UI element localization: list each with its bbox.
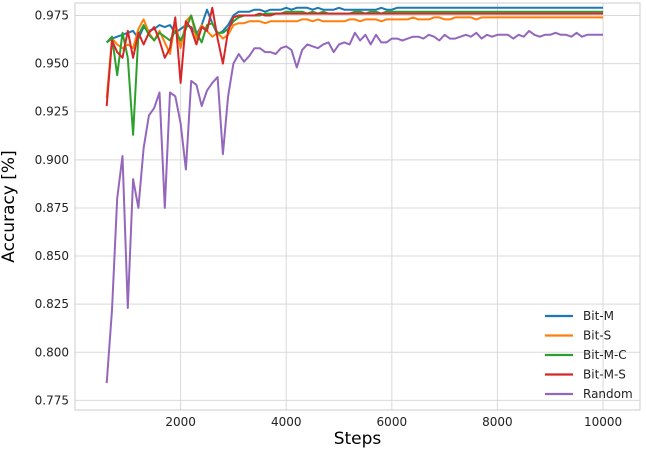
y-tick-label: 0.775 <box>35 393 69 407</box>
y-axis-label: Accuracy [%] <box>0 150 19 262</box>
y-tick-label: 0.900 <box>35 153 69 167</box>
plot-frame <box>74 2 641 411</box>
y-tick-label: 0.800 <box>35 345 69 359</box>
x-tick-label: 8000 <box>482 415 513 429</box>
series-lines <box>105 6 603 384</box>
x-tick-label: 10000 <box>584 415 622 429</box>
y-tick-label: 0.875 <box>35 201 69 215</box>
legend-label-bit-m: Bit-M <box>583 309 614 323</box>
grid-lines <box>75 3 640 410</box>
series-line-random <box>105 29 603 384</box>
plot-border <box>74 2 641 411</box>
series-line-bit-m-s <box>105 6 603 107</box>
y-tick-label: 0.975 <box>35 9 69 23</box>
x-tick-label: 4000 <box>271 415 302 429</box>
y-tick-label: 0.925 <box>35 105 69 119</box>
y-tick-label: 0.850 <box>35 249 69 263</box>
legend-label-random: Random <box>583 387 633 401</box>
x-tick-label: 2000 <box>165 415 196 429</box>
series-line-bit-m-c <box>105 10 603 136</box>
x-axis-label: Steps <box>334 429 382 449</box>
legend-label-bit-m-c: Bit-M-C <box>583 348 627 362</box>
y-tick-label: 0.825 <box>35 297 69 311</box>
x-axis-ticks: 2000 4000 6000 8000 10000 <box>165 415 622 429</box>
legend-label-bit-s: Bit-S <box>583 329 611 343</box>
legend: Bit-M Bit-S Bit-M-C Bit-M-S Random <box>545 309 633 401</box>
legend-label-bit-m-s: Bit-M-S <box>583 368 626 382</box>
y-tick-label: 0.950 <box>35 57 69 71</box>
x-tick-label: 6000 <box>377 415 408 429</box>
y-axis-ticks: 0.775 0.800 0.825 0.850 0.875 0.900 0.925 0.950… <box>35 9 69 408</box>
